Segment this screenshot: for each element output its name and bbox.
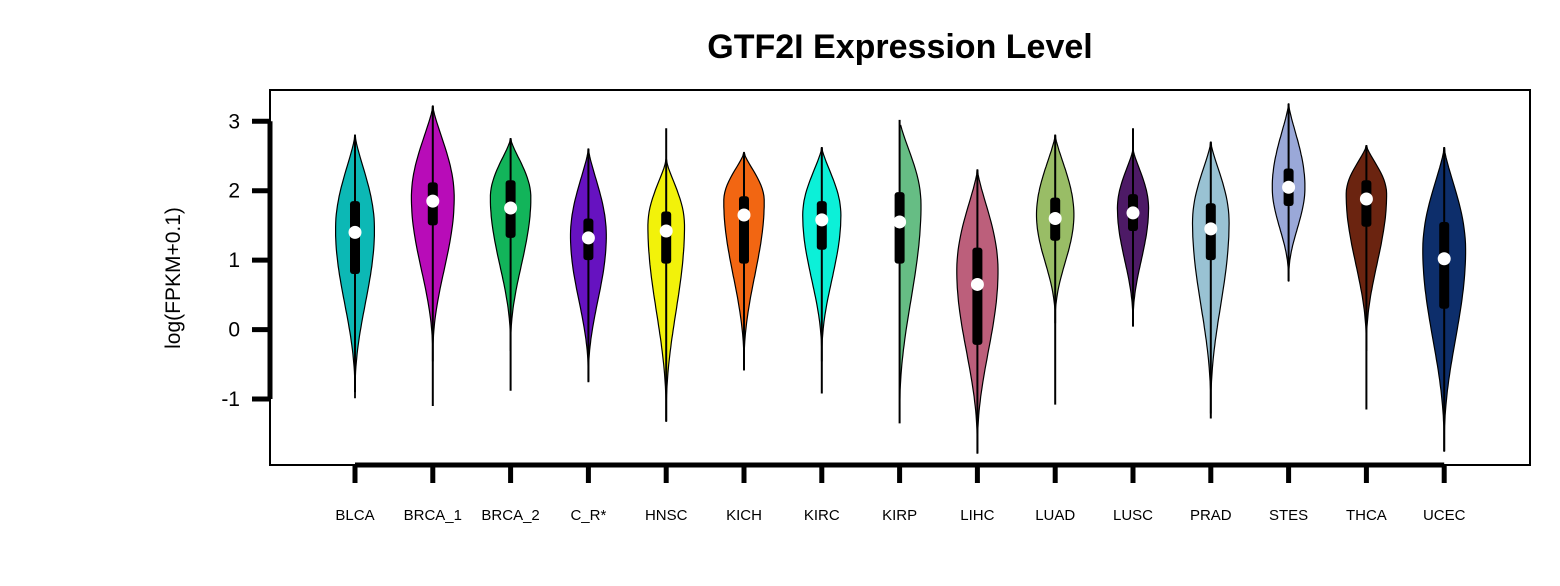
x-axis: BLCA BRCA_1 BRCA_2 C_R* HNSC KICH KIRC KIRP LIHC… — [335, 462, 1466, 524]
violin-median-point — [737, 208, 751, 222]
violin-iqr-box — [661, 211, 672, 264]
y-axis-label: log(FPKM+0.1) — [162, 207, 185, 349]
y-tick-label: 3 — [228, 110, 240, 133]
x-tick-label: KIRC — [804, 507, 840, 524]
x-tick-label: C_R* — [570, 507, 606, 524]
x-tick-label: LIHC — [960, 507, 994, 524]
violin-median-point — [1126, 206, 1140, 220]
violin-median-point — [1282, 180, 1296, 194]
violin-median-point — [893, 215, 907, 229]
violin-median-point — [348, 225, 362, 239]
violin-median-point — [504, 201, 518, 215]
violins — [335, 103, 1467, 454]
violin-median-point — [970, 277, 984, 291]
x-tick-label: STES — [1269, 507, 1308, 524]
x-tick-label: KIRP — [882, 507, 917, 524]
y-tick-label: 1 — [228, 249, 240, 272]
violin-iqr-box — [1439, 221, 1450, 309]
violin-kirp — [899, 124, 922, 420]
violin-median-point — [426, 194, 440, 208]
violin-iqr-box — [739, 196, 749, 264]
x-tick-label: BRCA_2 — [481, 507, 539, 524]
y-tick-label: 0 — [228, 319, 240, 342]
x-tick-label: THCA — [1346, 507, 1387, 524]
violin-median-point — [1437, 252, 1451, 266]
y-tick-label: 2 — [228, 180, 240, 203]
violin-median-point — [1359, 192, 1373, 206]
y-tick-label: -1 — [221, 388, 240, 411]
chart-title: GTF2I Expression Level — [707, 28, 1092, 66]
x-tick-label: KICH — [726, 507, 762, 524]
violin-median-point — [1204, 222, 1218, 236]
x-tick-label: HNSC — [645, 507, 688, 524]
y-axis: -1 0 1 2 3 — [221, 110, 273, 411]
violin-median-point — [659, 224, 673, 238]
violin-iqr-box — [972, 247, 983, 345]
violin-median-point — [581, 231, 595, 245]
x-tick-label: LUSC — [1113, 507, 1153, 524]
x-tick-label: PRAD — [1190, 507, 1232, 524]
x-tick-label: BRCA_1 — [404, 507, 462, 524]
violin-median-point — [1048, 211, 1062, 225]
x-tick-label: UCEC — [1423, 507, 1466, 524]
x-tick-label: LUAD — [1035, 507, 1075, 524]
x-tick-label: BLCA — [335, 507, 374, 524]
violin-median-point — [815, 213, 829, 227]
